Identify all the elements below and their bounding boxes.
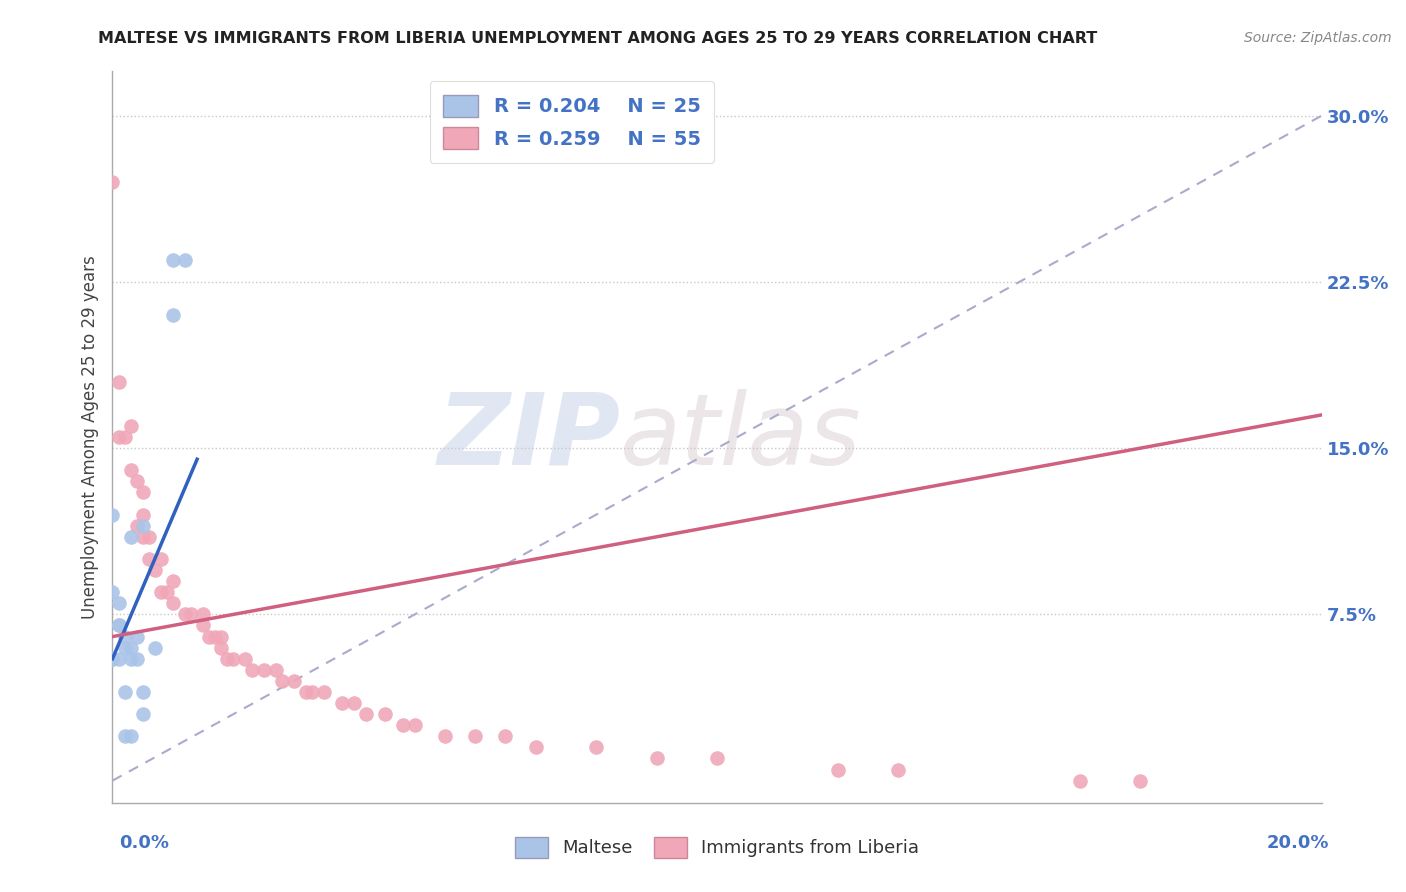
Point <box>209 630 232 644</box>
Point <box>1129 773 1152 788</box>
Text: Source: ZipAtlas.com: Source: ZipAtlas.com <box>1244 31 1392 45</box>
Legend: R = 0.204    N = 25, R = 0.259    N = 55: R = 0.204 N = 25, R = 0.259 N = 55 <box>430 81 714 163</box>
Point <box>120 729 142 743</box>
Point <box>132 518 155 533</box>
Point <box>174 252 197 267</box>
Point <box>107 651 129 665</box>
Point <box>524 740 547 755</box>
Point <box>404 718 426 732</box>
Point <box>887 763 910 777</box>
Point <box>330 696 353 710</box>
Point <box>235 651 257 665</box>
Point <box>114 630 136 644</box>
Point <box>180 607 202 622</box>
Point <box>120 530 142 544</box>
Point <box>120 463 142 477</box>
Point <box>120 419 142 434</box>
Point <box>217 651 239 665</box>
Point <box>585 740 607 755</box>
Point <box>138 530 160 544</box>
Point <box>162 308 184 322</box>
Point <box>132 707 155 722</box>
Point <box>114 685 136 699</box>
Legend: Maltese, Immigrants from Liberia: Maltese, Immigrants from Liberia <box>508 830 927 865</box>
Point <box>101 508 124 522</box>
Point <box>264 663 287 677</box>
Point <box>295 685 318 699</box>
Point <box>120 640 142 655</box>
Point <box>433 729 456 743</box>
Point <box>191 618 214 632</box>
Point <box>253 663 276 677</box>
Point <box>125 651 148 665</box>
Point <box>198 630 221 644</box>
Point <box>149 552 172 566</box>
Point <box>143 640 166 655</box>
Point <box>101 651 124 665</box>
Point <box>149 585 172 599</box>
Point <box>107 430 129 444</box>
Point <box>107 618 129 632</box>
Point <box>125 475 148 489</box>
Point <box>114 729 136 743</box>
Text: 20.0%: 20.0% <box>1267 834 1329 852</box>
Point <box>174 607 197 622</box>
Point <box>132 485 155 500</box>
Point <box>464 729 486 743</box>
Point <box>209 640 232 655</box>
Point <box>301 685 323 699</box>
Point <box>495 729 517 743</box>
Point <box>101 651 124 665</box>
Point <box>114 640 136 655</box>
Point <box>270 673 292 688</box>
Point <box>107 618 129 632</box>
Point <box>343 696 366 710</box>
Point <box>125 630 148 644</box>
Point <box>101 175 124 189</box>
Point <box>191 607 214 622</box>
Point <box>162 574 184 589</box>
Point <box>314 685 336 699</box>
Point <box>107 375 129 389</box>
Point <box>706 751 728 765</box>
Point <box>645 751 668 765</box>
Point <box>827 763 849 777</box>
Point <box>162 596 184 610</box>
Point <box>374 707 396 722</box>
Point <box>143 563 166 577</box>
Point <box>156 585 179 599</box>
Point <box>283 673 305 688</box>
Point <box>204 630 226 644</box>
Point <box>114 430 136 444</box>
Point <box>132 530 155 544</box>
Point <box>1069 773 1091 788</box>
Point <box>101 585 124 599</box>
Text: atlas: atlas <box>620 389 862 485</box>
Point <box>125 518 148 533</box>
Point <box>132 685 155 699</box>
Point <box>222 651 245 665</box>
Point <box>356 707 378 722</box>
Point <box>132 508 155 522</box>
Point <box>162 252 184 267</box>
Point <box>138 552 160 566</box>
Point <box>240 663 263 677</box>
Point <box>107 596 129 610</box>
Point <box>391 718 413 732</box>
Text: 0.0%: 0.0% <box>120 834 170 852</box>
Text: MALTESE VS IMMIGRANTS FROM LIBERIA UNEMPLOYMENT AMONG AGES 25 TO 29 YEARS CORREL: MALTESE VS IMMIGRANTS FROM LIBERIA UNEMP… <box>98 31 1098 46</box>
Text: ZIP: ZIP <box>437 389 620 485</box>
Point <box>120 651 142 665</box>
Y-axis label: Unemployment Among Ages 25 to 29 years: Unemployment Among Ages 25 to 29 years <box>80 255 98 619</box>
